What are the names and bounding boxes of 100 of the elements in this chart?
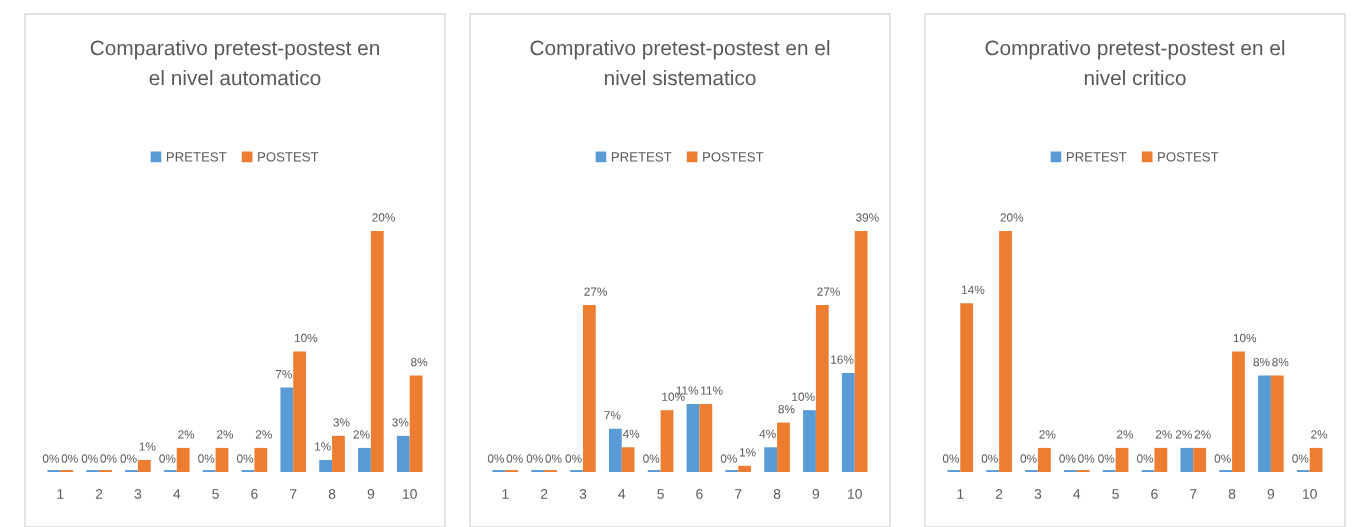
x-tick-label: 3 (1034, 489, 1042, 499)
bar (1258, 375, 1271, 472)
data-label: 0% (159, 454, 176, 463)
data-label: 7% (275, 370, 292, 379)
data-label: 11% (701, 386, 723, 395)
bar (254, 447, 268, 472)
bar (699, 404, 713, 472)
data-label: 0% (942, 454, 960, 463)
bar (1309, 447, 1323, 472)
data-label: 4% (622, 429, 640, 438)
bar (319, 459, 333, 472)
x-tick-label: 7 (290, 489, 297, 499)
data-label: 10% (1233, 333, 1257, 343)
bar (409, 375, 423, 472)
bar (815, 305, 829, 472)
data-label: 0% (565, 454, 582, 463)
data-label: 2% (353, 430, 370, 439)
legend-label: POSTEST (1158, 152, 1219, 162)
bar (137, 459, 151, 472)
data-label: 2% (217, 430, 234, 439)
x-tick-label: 5 (657, 489, 664, 499)
bar (777, 422, 790, 472)
legend-label: PRETEST (1066, 152, 1127, 162)
x-tick-label: 8 (773, 489, 781, 499)
x-tick-label: 9 (1267, 489, 1275, 499)
data-label: 0% (236, 454, 254, 463)
data-label: 4% (759, 429, 776, 438)
data-label: 1% (739, 448, 756, 457)
bar (215, 447, 229, 472)
data-label: 10% (792, 392, 815, 401)
data-label: 0% (487, 454, 505, 463)
x-tick-label: 1 (502, 489, 509, 499)
bar (293, 351, 307, 472)
x-tick-label: 4 (618, 489, 626, 499)
bar (358, 447, 371, 472)
data-label: 2% (1194, 430, 1211, 439)
data-label: 0% (81, 454, 98, 463)
bar (370, 230, 384, 472)
x-tick-label: 10 (403, 489, 417, 499)
data-label: 10% (294, 333, 318, 343)
data-label: 0% (1098, 454, 1115, 463)
data-label: 16% (831, 355, 854, 364)
data-label: 8% (778, 404, 795, 414)
data-label: 0% (42, 454, 60, 463)
bar (621, 447, 635, 472)
data-label: 2% (255, 430, 272, 439)
data-label: 0% (643, 454, 660, 463)
bar (686, 404, 700, 472)
data-label: 3% (333, 418, 350, 427)
data-label: 2% (178, 430, 195, 439)
data-label: 0% (981, 454, 998, 463)
legend-label: POSTEST (258, 152, 319, 162)
x-tick-label: 9 (812, 489, 820, 499)
x-tick-label: 3 (134, 489, 142, 499)
x-tick-label: 10 (848, 489, 862, 499)
data-label: 2% (1175, 430, 1192, 439)
data-label: 0% (1078, 454, 1095, 463)
chart-title: Comprativo pretest-postest en el nivel critico (985, 40, 1285, 86)
bar (803, 410, 816, 472)
x-tick-label: 1 (957, 489, 964, 499)
legend-label: POSTEST (703, 152, 764, 162)
bar (1270, 375, 1284, 472)
bar (396, 435, 410, 472)
x-tick-label: 10 (1303, 489, 1317, 499)
bar (841, 373, 855, 472)
x-tick-label: 6 (251, 489, 258, 499)
x-tick-label: 2 (995, 489, 1003, 499)
legend-label: PRETEST (611, 152, 672, 162)
x-tick-label: 8 (1228, 489, 1236, 499)
bar (1115, 447, 1129, 472)
data-label: 3% (392, 418, 409, 427)
x-tick-label: 6 (696, 489, 703, 499)
x-tick-label: 2 (540, 489, 548, 499)
bar (1037, 447, 1051, 472)
legend-label: PRETEST (166, 152, 227, 162)
chart-title: Comparativo pretest-postest en el nivel automatico (90, 40, 379, 86)
x-tick-label: 4 (1073, 489, 1081, 499)
data-label: 0% (1136, 454, 1154, 463)
data-label: 8% (411, 357, 428, 367)
bar (660, 410, 674, 472)
data-label: 0% (526, 454, 543, 463)
data-label: 0% (1020, 454, 1037, 463)
bar (1180, 447, 1194, 472)
x-tick-label: 4 (173, 489, 181, 499)
chart-title: Comprativo pretest-postest en el nivel sistematico (530, 40, 830, 86)
bar (854, 230, 868, 472)
data-label: 0% (1214, 454, 1231, 463)
x-tick-label: 5 (212, 489, 219, 499)
bar (1154, 447, 1168, 472)
data-label: 0% (61, 454, 78, 463)
data-label: 2% (1117, 430, 1134, 439)
data-label: 0% (1059, 454, 1076, 463)
data-label: 8% (1272, 357, 1289, 367)
data-label: 8% (1253, 357, 1270, 367)
data-label: 20% (1000, 213, 1024, 222)
x-tick-label: 8 (328, 489, 336, 499)
x-tick-label: 2 (95, 489, 103, 499)
data-label: 0% (506, 454, 523, 463)
bar (1193, 447, 1207, 472)
bar (280, 387, 294, 472)
